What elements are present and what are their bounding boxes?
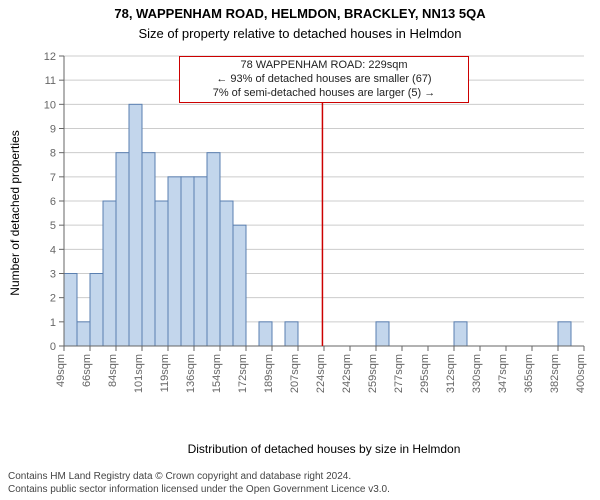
- footer-line2: Contains public sector information licen…: [8, 484, 592, 497]
- svg-text:84sqm: 84sqm: [107, 354, 119, 387]
- svg-text:6: 6: [50, 196, 56, 208]
- svg-text:312sqm: 312sqm: [445, 354, 457, 393]
- svg-text:5: 5: [50, 220, 56, 232]
- svg-text:8: 8: [50, 148, 56, 160]
- svg-text:172sqm: 172sqm: [237, 354, 249, 393]
- svg-text:2: 2: [50, 293, 56, 305]
- annotation-line3: 7% of semi-detached houses are larger (5…: [186, 87, 462, 101]
- svg-text:277sqm: 277sqm: [393, 354, 405, 393]
- svg-text:207sqm: 207sqm: [289, 354, 301, 393]
- histogram-chart: 012345678910111249sqm66sqm84sqm101sqm119…: [0, 48, 600, 418]
- svg-text:154sqm: 154sqm: [211, 354, 223, 393]
- svg-text:66sqm: 66sqm: [81, 354, 93, 387]
- svg-text:242sqm: 242sqm: [341, 354, 353, 393]
- annotation-box: 78 WAPPENHAM ROAD: 229sqm ← 93% of detac…: [179, 56, 469, 103]
- svg-text:101sqm: 101sqm: [133, 354, 145, 393]
- annotation-line2: ← 93% of detached houses are smaller (67…: [186, 73, 462, 87]
- svg-text:259sqm: 259sqm: [367, 354, 379, 393]
- svg-text:4: 4: [50, 244, 56, 256]
- svg-text:382sqm: 382sqm: [549, 354, 561, 393]
- svg-text:0: 0: [50, 341, 56, 353]
- svg-text:10: 10: [44, 99, 56, 111]
- svg-text:9: 9: [50, 124, 56, 136]
- svg-text:49sqm: 49sqm: [55, 354, 67, 387]
- footer-line1: Contains HM Land Registry data © Crown c…: [8, 471, 592, 484]
- svg-text:400sqm: 400sqm: [575, 354, 587, 393]
- svg-text:11: 11: [45, 75, 56, 87]
- svg-text:7: 7: [50, 172, 56, 184]
- svg-text:12: 12: [44, 51, 56, 63]
- x-axis-label: Distribution of detached houses by size …: [64, 442, 584, 456]
- footer-text: Contains HM Land Registry data © Crown c…: [8, 471, 592, 496]
- svg-text:3: 3: [50, 269, 56, 281]
- svg-text:136sqm: 136sqm: [185, 354, 197, 393]
- svg-text:224sqm: 224sqm: [315, 354, 327, 393]
- annotation-line1: 78 WAPPENHAM ROAD: 229sqm: [186, 59, 462, 73]
- svg-text:119sqm: 119sqm: [159, 354, 171, 392]
- svg-text:365sqm: 365sqm: [523, 354, 535, 393]
- title-subtitle: Size of property relative to detached ho…: [0, 26, 600, 41]
- svg-text:1: 1: [50, 317, 56, 329]
- title-address: 78, WAPPENHAM ROAD, HELMDON, BRACKLEY, N…: [0, 6, 600, 21]
- svg-text:347sqm: 347sqm: [497, 354, 509, 393]
- svg-text:189sqm: 189sqm: [263, 354, 275, 393]
- svg-text:330sqm: 330sqm: [471, 354, 483, 393]
- svg-text:295sqm: 295sqm: [419, 354, 431, 393]
- chart-container: 78, WAPPENHAM ROAD, HELMDON, BRACKLEY, N…: [0, 0, 600, 500]
